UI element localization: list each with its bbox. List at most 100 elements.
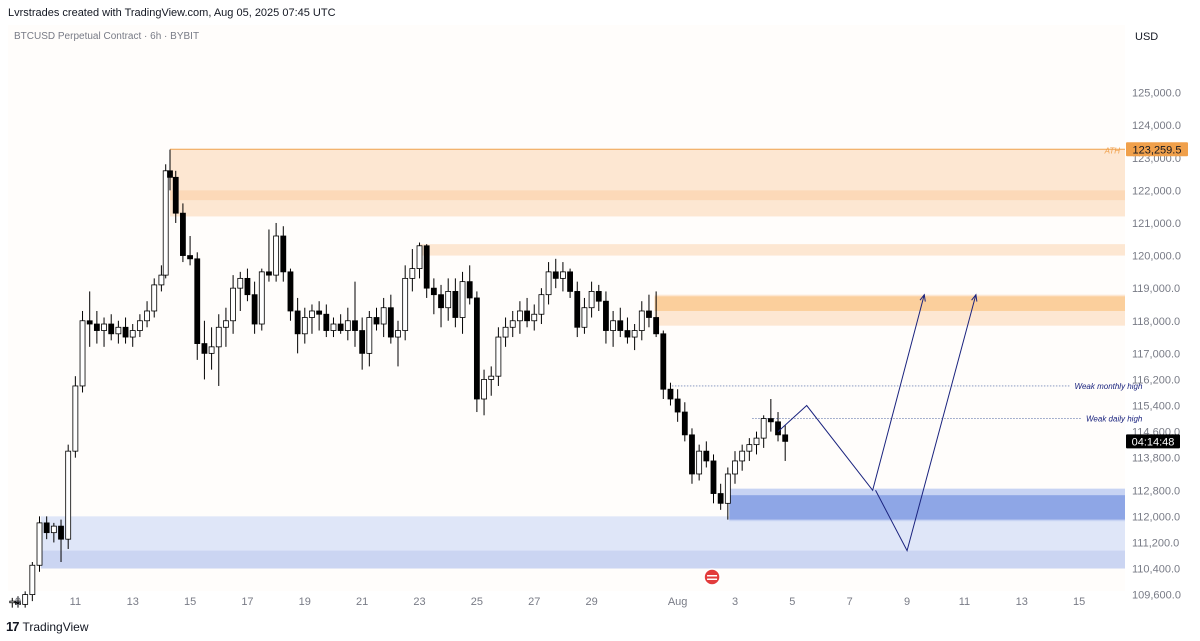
candle-body: [266, 271, 272, 276]
x-tick-label: 3: [732, 596, 738, 608]
candle-body: [660, 333, 667, 390]
candle-body: [72, 385, 79, 452]
candle: [359, 317, 366, 370]
candle: [746, 438, 753, 461]
projection-path: [777, 294, 925, 492]
candle: [287, 268, 294, 321]
candle-body: [739, 450, 746, 462]
candle: [15, 596, 21, 608]
candle: [201, 320, 208, 380]
candle-body: [373, 317, 380, 325]
candle-body: [674, 398, 681, 413]
projection-layer: [777, 293, 978, 552]
candle: [459, 271, 466, 334]
candle-body: [459, 281, 466, 318]
candle-body: [423, 245, 430, 289]
supply-zone: [654, 296, 1125, 311]
candle: [710, 454, 717, 504]
candle: [50, 522, 57, 543]
candle-body: [237, 277, 244, 289]
candle-body: [552, 271, 559, 279]
footer-brand[interactable]: 17 TradingView: [6, 619, 89, 634]
candle: [309, 304, 315, 334]
candle: [667, 382, 674, 406]
candle-body: [416, 245, 423, 269]
candle: [782, 425, 789, 461]
y-tick-label: 113,800.0: [1132, 453, 1180, 465]
candle: [402, 265, 409, 341]
candle: [380, 297, 387, 338]
candle: [452, 278, 459, 328]
candle-body: [187, 255, 193, 260]
candle: [416, 242, 423, 279]
y-tick-label: 111,200.0: [1132, 537, 1179, 549]
demand-zone: [729, 495, 1125, 520]
candle: [344, 307, 351, 341]
candle-body: [36, 522, 43, 566]
candle: [409, 249, 416, 292]
candle: [653, 291, 660, 338]
ath-price-tag: [1126, 142, 1188, 157]
candles-layer: [9, 149, 789, 608]
candle-body: [703, 450, 710, 462]
candle-body: [380, 307, 387, 325]
y-tick-label: 112,000.0: [1132, 511, 1180, 523]
candle: [717, 483, 724, 510]
candle-body: [352, 320, 358, 331]
symbol-label[interactable]: BTCUSD Perpetual Contract · 6h · BYBIT: [14, 31, 200, 42]
candle-body: [359, 330, 366, 354]
candle: [215, 314, 222, 386]
candle-body: [172, 176, 179, 214]
candle-body: [244, 277, 251, 296]
countdown-tag: [1126, 434, 1180, 449]
candle: [122, 317, 129, 344]
candle-body: [280, 235, 287, 273]
candle-body: [122, 326, 129, 338]
candle-body: [767, 418, 774, 423]
candle: [610, 310, 617, 347]
candle: [430, 278, 437, 315]
candle: [538, 288, 545, 325]
chart-caption: Lvrstrades created with TradingView.com,…: [8, 7, 336, 19]
currency-label[interactable]: USD: [1135, 31, 1159, 43]
candle-body: [581, 307, 588, 328]
candle-body: [481, 379, 487, 400]
y-tick-label: 117,000.0: [1132, 348, 1180, 360]
candle-body: [258, 271, 265, 325]
candle: [258, 268, 265, 331]
candle: [43, 516, 50, 540]
x-tick-label: 15: [184, 596, 196, 608]
candle: [101, 317, 107, 347]
candle: [136, 314, 143, 338]
candle: [488, 366, 495, 396]
candle: [674, 389, 681, 422]
ath-price-label: 123,259.5: [1133, 144, 1182, 156]
candle: [509, 310, 516, 338]
candle-body: [387, 307, 394, 338]
level-label: Weak daily high: [1086, 415, 1143, 424]
x-tick-label: 7: [847, 596, 853, 608]
candle: [352, 281, 358, 347]
candle-body: [531, 313, 538, 322]
candle: [151, 278, 158, 318]
candle-body: [395, 330, 401, 338]
candle-body: [309, 310, 315, 318]
candle: [660, 330, 667, 399]
y-tick-label: 121,000.0: [1132, 218, 1181, 230]
candle: [473, 291, 480, 413]
candle: [36, 516, 43, 572]
candle-body: [22, 594, 29, 605]
x-tick-label: 19: [299, 596, 311, 608]
y-tick-label: 116,200.0: [1132, 374, 1180, 386]
supply-zone: [170, 190, 1125, 201]
price-axis[interactable]: [1125, 25, 1200, 591]
candle: [86, 291, 93, 347]
candle: [732, 451, 738, 484]
candle-body: [760, 418, 767, 439]
candle: [753, 431, 760, 455]
candle: [223, 307, 229, 347]
y-tick-label: 124,000.0: [1132, 120, 1181, 132]
x-tick-label: Aug: [668, 596, 688, 608]
x-tick-label: 15: [1073, 596, 1085, 608]
